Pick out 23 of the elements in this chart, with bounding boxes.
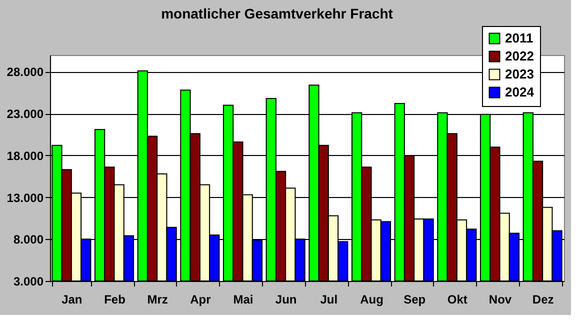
x-tick-label: Jun <box>275 292 297 306</box>
x-tick-label: Apr <box>190 292 212 306</box>
x-tick-label: Nov <box>488 292 512 306</box>
legend-label: 2022 <box>505 48 534 64</box>
legend-label: 2023 <box>505 66 534 82</box>
x-tick-label: Dez <box>532 292 554 306</box>
y-tick-label: 8.000 <box>13 232 44 247</box>
chart-title: monatlicher Gesamtverkehr Fracht <box>161 6 394 22</box>
x-tick-label: Feb <box>104 292 126 306</box>
y-tick-label: 13.000 <box>6 190 44 205</box>
y-tick-label: 28.000 <box>6 65 44 80</box>
x-tick-label: Mai <box>233 292 254 306</box>
legend-label: 2024 <box>505 84 535 100</box>
y-tick-label: 3.000 <box>13 274 44 288</box>
x-tick-label: Okt <box>447 292 468 306</box>
y-tick-label: 18.000 <box>6 148 44 163</box>
x-tick-label: Jan <box>62 292 82 306</box>
legend-label: 2011 <box>505 30 534 46</box>
y-tick-label: 23.000 <box>6 107 44 122</box>
x-tick-label: Jul <box>320 292 338 306</box>
x-tick-label: Aug <box>360 292 384 306</box>
x-tick-label: Sep <box>404 292 426 306</box>
x-tick-label: Mrz <box>147 292 168 306</box>
